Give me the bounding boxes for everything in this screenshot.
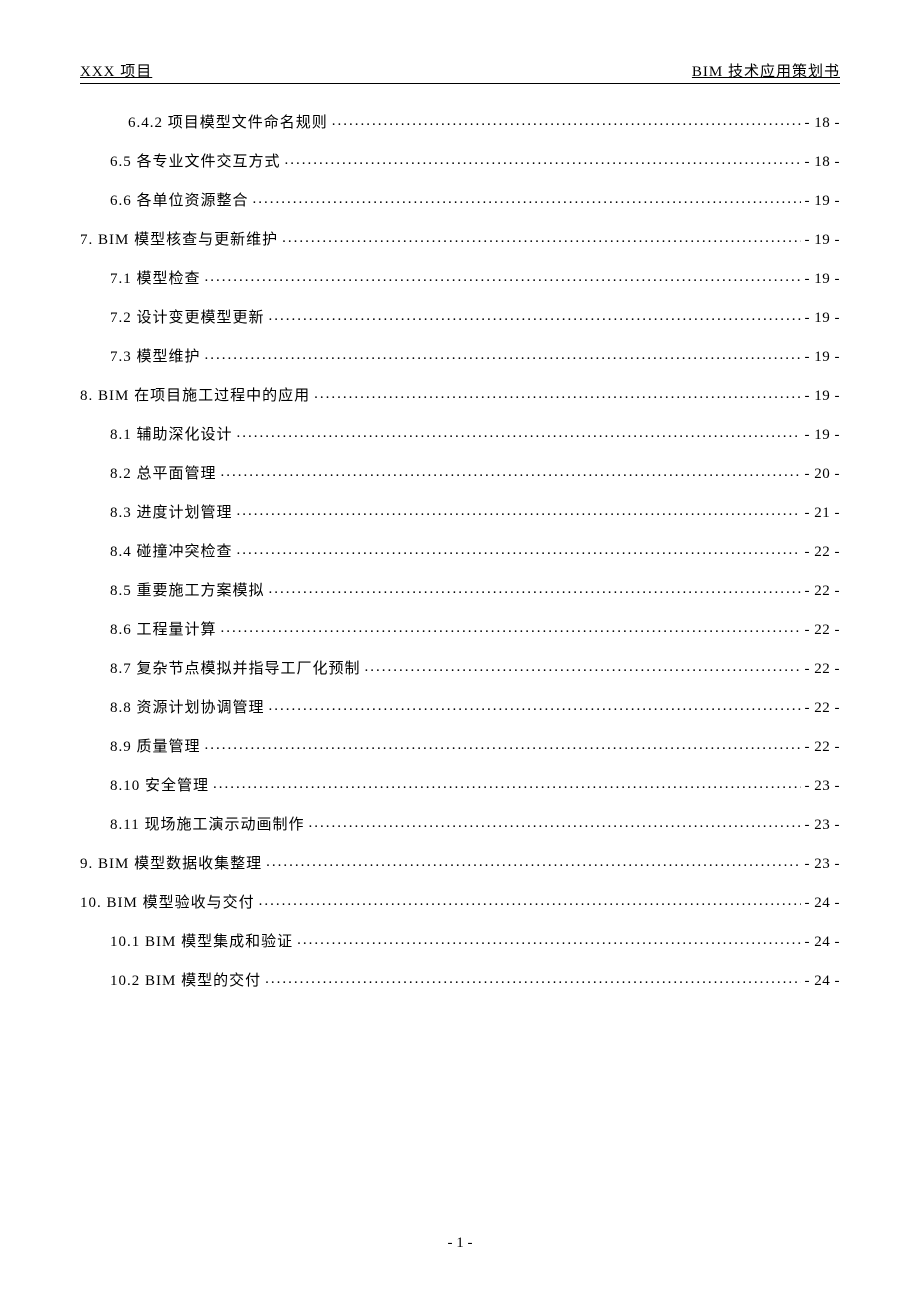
toc-entry: 10.2 BIM 模型的交付..........................…: [80, 970, 840, 993]
toc-entry-title: 8.5 重要施工方案模拟: [110, 580, 265, 603]
toc-entry-page: - 19 -: [805, 229, 841, 252]
toc-entry-page: - 22 -: [805, 580, 841, 603]
toc-leader-dots: ........................................…: [205, 344, 801, 367]
toc-entry-page: - 21 -: [805, 502, 841, 525]
toc-entry-page: - 22 -: [805, 697, 841, 720]
toc-entry-title: 10.1 BIM 模型集成和验证: [110, 931, 293, 954]
toc-entry-page: - 19 -: [805, 190, 841, 213]
toc-leader-dots: ........................................…: [213, 773, 800, 796]
document-page: XXX 项目 BIM 技术应用策划书 6.4.2 项目模型文件命名规则.....…: [0, 0, 920, 1302]
toc-entry-page: - 19 -: [805, 307, 841, 330]
toc-leader-dots: ........................................…: [269, 305, 801, 328]
toc-entry-title: 8.11 现场施工演示动画制作: [110, 814, 304, 837]
toc-leader-dots: ........................................…: [332, 110, 801, 133]
toc-entry-title: 8.4 碰撞冲突检查: [110, 541, 233, 564]
toc-entry-page: - 19 -: [805, 268, 841, 291]
toc-entry-page: - 19 -: [805, 424, 841, 447]
toc-entry-page: - 18 -: [805, 151, 841, 174]
toc-entry: 6.4.2 项目模型文件命名规则........................…: [80, 112, 840, 135]
toc-entry-page: - 24 -: [805, 970, 841, 993]
toc-entry: 8.10 安全管理...............................…: [80, 775, 840, 798]
toc-entry-title: 6.5 各专业文件交互方式: [110, 151, 281, 174]
toc-entry: 8.3 进度计划管理..............................…: [80, 502, 840, 525]
toc-entry-title: 8.9 质量管理: [110, 736, 201, 759]
toc-entry-title: 6.6 各单位资源整合: [110, 190, 249, 213]
toc-leader-dots: ........................................…: [269, 695, 801, 718]
toc-entry-title: 8.8 资源计划协调管理: [110, 697, 265, 720]
page-footer: - 1 -: [0, 1235, 920, 1252]
toc-entry: 8.5 重要施工方案模拟............................…: [80, 580, 840, 603]
table-of-contents: 6.4.2 项目模型文件命名规则........................…: [80, 112, 840, 993]
toc-leader-dots: ........................................…: [221, 617, 801, 640]
toc-entry-page: - 22 -: [805, 736, 841, 759]
toc-entry: 8.6 工程量计算...............................…: [80, 619, 840, 642]
toc-entry-page: - 18 -: [805, 112, 841, 135]
toc-entry: 10.1 BIM 模型集成和验证........................…: [80, 931, 840, 954]
toc-entry-page: - 24 -: [805, 892, 841, 915]
toc-leader-dots: ........................................…: [282, 227, 800, 250]
toc-entry-title: 8.1 辅助深化设计: [110, 424, 233, 447]
toc-entry-page: - 19 -: [805, 385, 841, 408]
toc-leader-dots: ........................................…: [237, 500, 801, 523]
toc-entry: 7.3 模型维护................................…: [80, 346, 840, 369]
toc-entry: 10. BIM 模型验收与交付.........................…: [80, 892, 840, 915]
toc-entry: 6.6 各单位资源整合.............................…: [80, 190, 840, 213]
toc-entry: 9. BIM 模型数据收集整理.........................…: [80, 853, 840, 876]
toc-leader-dots: ........................................…: [269, 578, 801, 601]
toc-entry-title: 8. BIM 在项目施工过程中的应用: [80, 385, 310, 408]
toc-entry-page: - 22 -: [805, 619, 841, 642]
toc-entry-page: - 23 -: [805, 814, 841, 837]
toc-entry-page: - 24 -: [805, 931, 841, 954]
toc-entry-page: - 22 -: [805, 541, 841, 564]
page-header: XXX 项目 BIM 技术应用策划书: [80, 60, 840, 84]
toc-entry: 8.8 资源计划协调管理............................…: [80, 697, 840, 720]
toc-entry-title: 10.2 BIM 模型的交付: [110, 970, 261, 993]
toc-entry-page: - 22 -: [805, 658, 841, 681]
toc-leader-dots: ........................................…: [314, 383, 800, 406]
toc-entry-title: 7. BIM 模型核查与更新维护: [80, 229, 278, 252]
toc-entry-title: 8.3 进度计划管理: [110, 502, 233, 525]
toc-leader-dots: ........................................…: [205, 266, 801, 289]
toc-entry-title: 8.7 复杂节点模拟并指导工厂化预制: [110, 658, 361, 681]
toc-leader-dots: ........................................…: [308, 812, 800, 835]
toc-leader-dots: ........................................…: [285, 149, 801, 172]
toc-entry: 7. BIM 模型核查与更新维护........................…: [80, 229, 840, 252]
toc-entry-page: - 19 -: [805, 346, 841, 369]
page-number: - 1 -: [448, 1235, 473, 1251]
toc-entry: 8.9 质量管理................................…: [80, 736, 840, 759]
toc-entry-title: 8.10 安全管理: [110, 775, 209, 798]
toc-entry-page: - 20 -: [805, 463, 841, 486]
toc-entry-title: 8.6 工程量计算: [110, 619, 217, 642]
header-project-name: XXX 项目: [80, 60, 152, 81]
toc-leader-dots: ........................................…: [365, 656, 801, 679]
toc-entry: 8.11 现场施工演示动画制作.........................…: [80, 814, 840, 837]
toc-entry: 6.5 各专业文件交互方式...........................…: [80, 151, 840, 174]
toc-leader-dots: ........................................…: [297, 929, 800, 952]
toc-leader-dots: ........................................…: [253, 188, 801, 211]
toc-entry-page: - 23 -: [805, 775, 841, 798]
toc-entry-title: 7.1 模型检查: [110, 268, 201, 291]
toc-entry: 7.2 设计变更模型更新............................…: [80, 307, 840, 330]
header-document-title: BIM 技术应用策划书: [692, 60, 840, 81]
toc-entry: 8.2 总平面管理...............................…: [80, 463, 840, 486]
toc-entry-page: - 23 -: [805, 853, 841, 876]
toc-entry-title: 10. BIM 模型验收与交付: [80, 892, 255, 915]
toc-entry: 8.1 辅助深化设计..............................…: [80, 424, 840, 447]
toc-entry: 8.7 复杂节点模拟并指导工厂化预制......................…: [80, 658, 840, 681]
toc-leader-dots: ........................................…: [237, 422, 801, 445]
toc-entry-title: 6.4.2 项目模型文件命名规则: [128, 112, 328, 135]
toc-entry: 8.4 碰撞冲突检查..............................…: [80, 541, 840, 564]
toc-entry-title: 9. BIM 模型数据收集整理: [80, 853, 262, 876]
toc-leader-dots: ........................................…: [265, 968, 800, 991]
toc-leader-dots: ........................................…: [205, 734, 801, 757]
toc-entry: 7.1 模型检查................................…: [80, 268, 840, 291]
toc-entry-title: 7.2 设计变更模型更新: [110, 307, 265, 330]
toc-entry: 8. BIM 在项目施工过程中的应用......................…: [80, 385, 840, 408]
toc-leader-dots: ........................................…: [259, 890, 801, 913]
toc-entry-title: 8.2 总平面管理: [110, 463, 217, 486]
toc-leader-dots: ........................................…: [266, 851, 800, 874]
toc-leader-dots: ........................................…: [221, 461, 801, 484]
toc-leader-dots: ........................................…: [237, 539, 801, 562]
toc-entry-title: 7.3 模型维护: [110, 346, 201, 369]
